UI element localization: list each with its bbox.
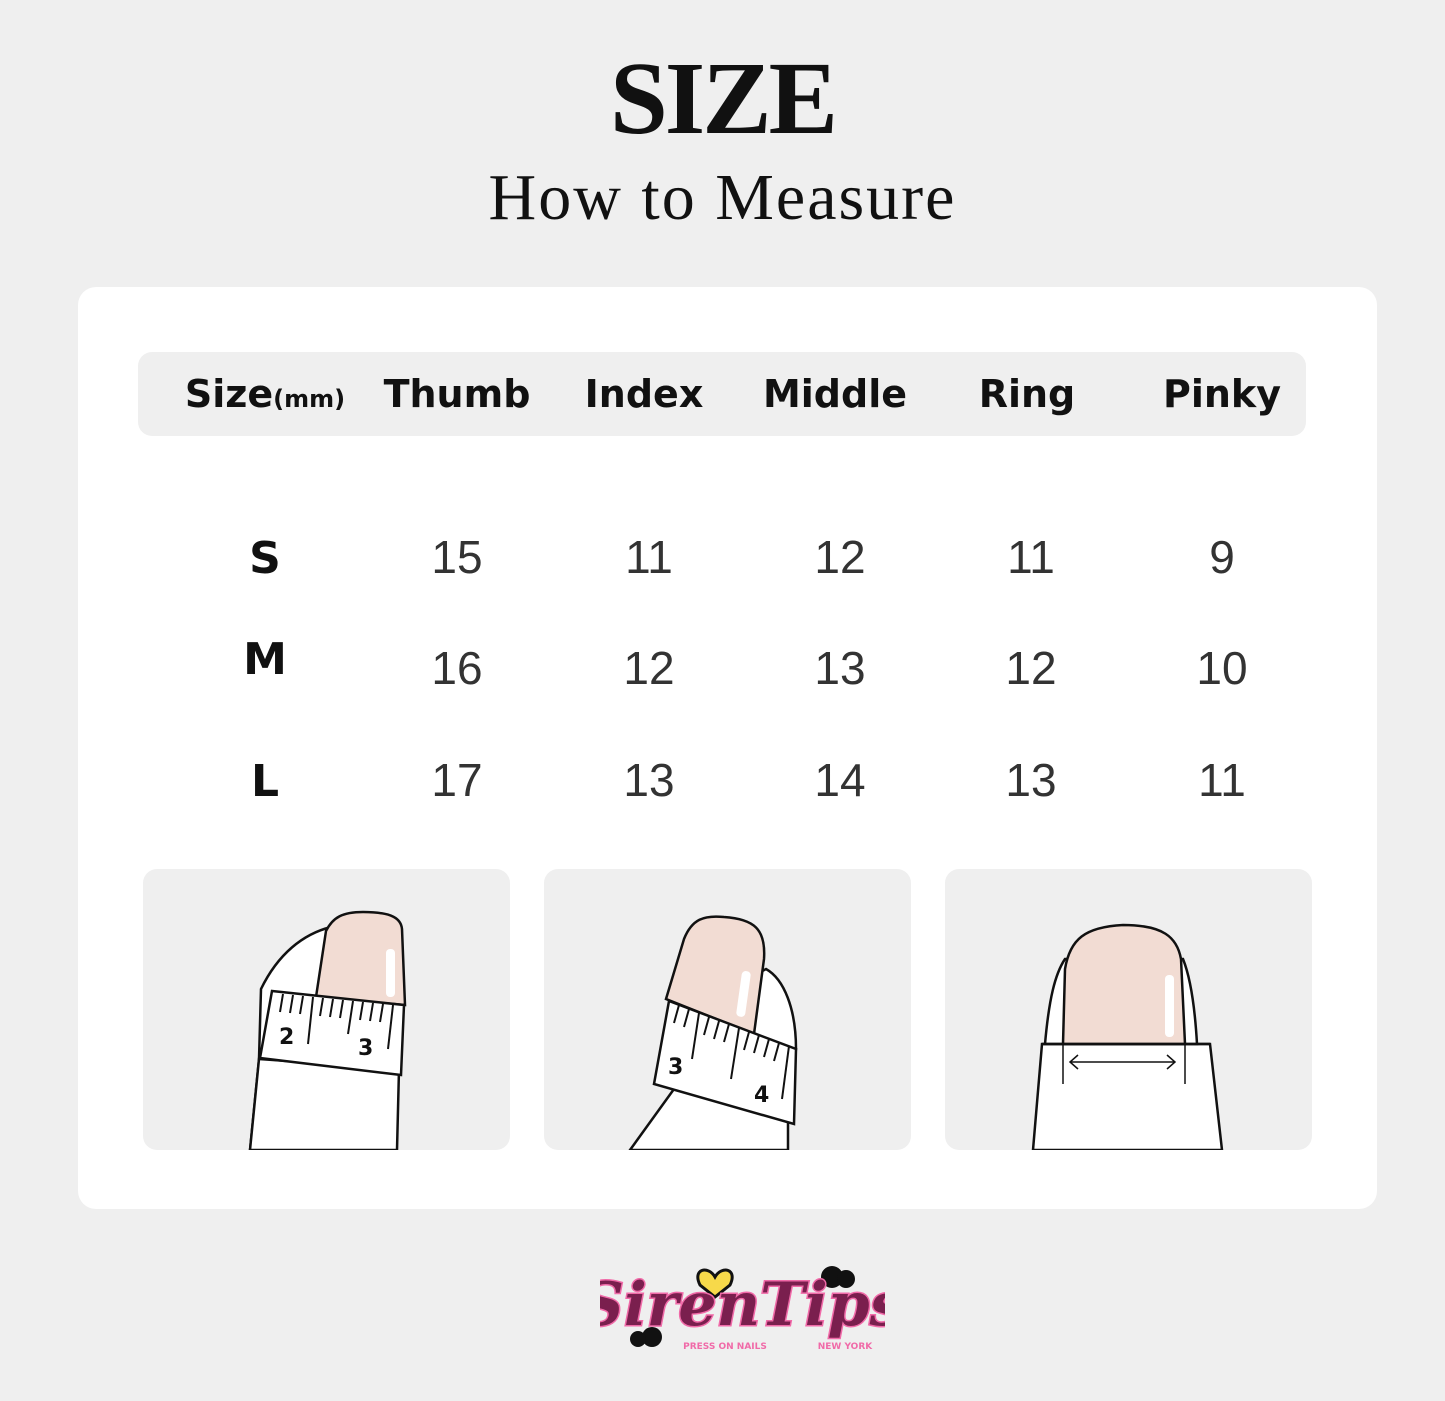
header-index: Index (584, 372, 704, 416)
tape-mark: 3 (358, 1036, 373, 1061)
table-cell: 9 (1209, 531, 1235, 583)
header-middle: Middle (762, 372, 908, 416)
page-title: SIZE (609, 41, 838, 156)
table-cell: 14 (814, 754, 866, 806)
thumb-measure-illustration: 2 3 (143, 869, 510, 1150)
row-label: S (249, 533, 281, 584)
table-cell: 13 (1005, 754, 1057, 806)
logo-tagline-right: NEW YORK (818, 1342, 874, 1352)
size-chart-card: Size(mm) Thumb Index Middle Ring Pinky S… (78, 287, 1377, 1209)
thumb-tape-icon: 2 3 (248, 910, 407, 1150)
header-size: Size(mm) (165, 372, 365, 421)
table-cell: 16 (431, 642, 483, 694)
table-cell: 11 (1198, 754, 1246, 806)
table-cell: 13 (814, 642, 866, 694)
header-pinky: Pinky (1163, 372, 1281, 416)
table-cell: 10 (1196, 642, 1248, 694)
table-cell: 11 (1007, 531, 1055, 583)
table-cell: 12 (814, 531, 866, 583)
tape-mark: 4 (754, 1083, 769, 1108)
header-unit: (mm) (273, 385, 346, 413)
row-label: M (243, 634, 287, 685)
brand-logo: SirenTips PRESS ON NAILS NEW YORK (579, 1255, 905, 1365)
table-cell: 17 (431, 754, 483, 806)
header-thumb: Thumb (383, 372, 531, 416)
table-header: Size(mm) Thumb Index Middle Ring Pinky (138, 352, 1306, 436)
tape-mark: 3 (668, 1055, 683, 1080)
nail-width-illustration (945, 869, 1312, 1150)
page-subtitle: How to Measure (488, 161, 957, 234)
row-label: L (250, 756, 280, 807)
nail-width-arrow-icon (1031, 923, 1224, 1150)
table-cell: 15 (431, 531, 483, 583)
index-tape-icon: 3 4 (628, 915, 798, 1150)
table-cell: 12 (623, 642, 675, 694)
table-cell: 13 (623, 754, 675, 806)
table-cell: 12 (1005, 642, 1057, 694)
header-ring: Ring (978, 372, 1076, 416)
index-measure-illustration: 3 4 (544, 869, 911, 1150)
table-cell: 11 (625, 531, 673, 583)
logo-brand-text: SirenTips (600, 1270, 885, 1340)
sirentips-logo-icon: SirenTips PRESS ON NAILS NEW YORK (579, 1266, 905, 1352)
logo-tagline-left: PRESS ON NAILS (683, 1342, 767, 1352)
header-size-label: Size (184, 372, 274, 416)
tape-mark: 2 (279, 1025, 294, 1050)
